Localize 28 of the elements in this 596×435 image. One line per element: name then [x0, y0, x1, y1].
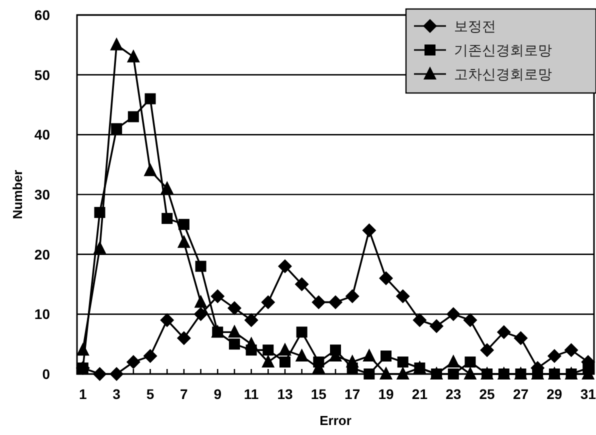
y-tick-label: 60 — [34, 7, 50, 23]
y-tick-label: 50 — [34, 66, 50, 83]
legend-label: 기존신경회로망 — [454, 42, 552, 58]
x-tick-label: 7 — [180, 386, 188, 402]
x-tick-label: 25 — [479, 386, 496, 402]
y-tick-label: 30 — [34, 186, 50, 202]
y-tick-label: 10 — [34, 306, 50, 322]
y-axis-title: Number — [10, 170, 25, 220]
x-tick-label: 5 — [146, 386, 154, 402]
x-tick-label: 31 — [580, 386, 596, 402]
legend-label: 보정전 — [454, 18, 496, 34]
x-tick-label: 17 — [344, 386, 360, 402]
x-tick-label: 23 — [446, 386, 462, 402]
x-tick-label: 15 — [310, 386, 327, 402]
legend-label: 고차신경회로망 — [454, 66, 552, 82]
x-tick-label: 27 — [512, 386, 529, 402]
x-tick-label: 29 — [546, 386, 562, 402]
y-tick-label: 0 — [42, 366, 50, 382]
x-tick-label: 13 — [277, 386, 293, 402]
x-tick-label: 1 — [78, 386, 87, 402]
x-tick-label: 3 — [112, 386, 121, 402]
y-tick-label: 40 — [34, 126, 50, 143]
x-axis-title: Error — [320, 413, 352, 428]
x-tick-label: 21 — [412, 386, 428, 402]
x-tick-label: 19 — [378, 386, 394, 402]
y-tick-label: 20 — [34, 246, 50, 262]
x-tick-label: 9 — [214, 386, 222, 402]
x-tick-label: 11 — [244, 386, 259, 402]
